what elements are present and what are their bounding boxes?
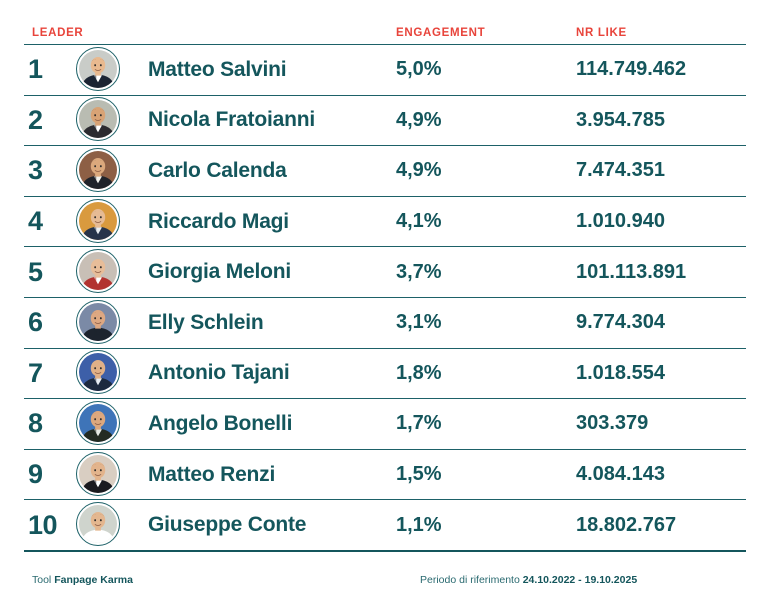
footer-period: Periodo di riferimento 24.10.2022 - 19.1… (420, 574, 637, 586)
row-divider (24, 398, 746, 400)
footer-tool-name: Fanpage Karma (54, 573, 133, 586)
nr-like-value: 18.802.767 (576, 513, 677, 536)
leader-name: Giorgia Meloni (148, 260, 292, 284)
engagement-value: 4,9% (396, 108, 442, 131)
footer-tool: Tool Fanpage Karma (32, 574, 133, 586)
row-divider (24, 145, 746, 147)
engagement-value: 5,0% (396, 58, 442, 81)
footer: Tool Fanpage Karma Periodo di riferiment… (24, 563, 746, 593)
column-header-leader: LEADER (32, 27, 84, 39)
footer-period-value: 24.10.2022 - 19.10.2025 (522, 573, 638, 586)
avatar-elly-schlein (76, 299, 122, 346)
row-divider (24, 94, 746, 96)
nr-like-value: 1.018.554 (576, 361, 665, 384)
table-row[interactable]: 9 Matteo Renzi 1,5% 4.084.143 (24, 450, 746, 500)
row-divider (24, 195, 746, 197)
engagement-value: 1,7% (396, 412, 442, 435)
table-row[interactable]: 10 Giuseppe Conte 1,1% 18.802.767 (24, 500, 746, 550)
nr-like-value: 303.379 (576, 412, 649, 435)
footer-divider (24, 549, 746, 552)
avatar-giuseppe-conte (76, 502, 122, 548)
table-row[interactable]: 1 Matteo Salvini 5,0% 114.749.462 (24, 45, 746, 95)
row-divider (24, 246, 746, 248)
rank-number: 2 (28, 104, 43, 135)
table-row[interactable]: 8 Angelo Bonelli 1,7% 303.379 (24, 399, 746, 449)
nr-like-value: 114.749.462 (576, 58, 687, 81)
rank-number: 5 (28, 256, 43, 287)
footer-period-label: Periodo di riferimento (420, 573, 523, 586)
engagement-value: 1,8% (396, 361, 442, 384)
avatar-matteo-salvini (76, 46, 122, 93)
column-header-nr-like: NR LIKE (576, 27, 627, 39)
rank-number: 6 (28, 307, 43, 338)
rank-number: 8 (28, 408, 43, 439)
avatar-giorgia-meloni (76, 249, 122, 295)
avatar-riccardo-magi (76, 198, 122, 245)
rank-number: 1 (28, 54, 43, 85)
leader-name: Matteo Salvini (148, 57, 287, 81)
nr-like-value: 4.084.143 (576, 463, 665, 486)
avatar-antonio-tajani (76, 350, 122, 396)
rank-number: 4 (28, 206, 43, 237)
rank-number: 3 (28, 155, 43, 186)
engagement-value: 3,7% (396, 260, 442, 283)
leader-name: Elly Schlein (148, 310, 264, 334)
header-divider (24, 44, 746, 45)
leader-name: Carlo Calenda (148, 158, 287, 182)
row-divider (24, 296, 746, 298)
table-header: LEADER ENGAGEMENT NR LIKE (24, 0, 746, 44)
leader-name: Angelo Bonelli (148, 411, 293, 435)
rank-number: 10 (28, 509, 58, 540)
nr-like-value: 101.113.891 (576, 260, 687, 283)
leader-name: Giuseppe Conte (148, 513, 307, 537)
avatar-carlo-calenda (76, 147, 122, 194)
avatar-nicola-fratoianni (76, 97, 122, 143)
avatar-angelo-bonelli (76, 400, 122, 447)
leader-name: Matteo Renzi (148, 462, 276, 486)
engagement-value: 1,5% (396, 463, 442, 486)
leaderboard: LEADER ENGAGEMENT NR LIKE 1 Matteo Salvin… (24, 0, 746, 586)
column-header-engagement: ENGAGEMENT (396, 27, 486, 39)
avatar-matteo-renzi (76, 451, 122, 498)
table-row[interactable]: 4 Riccardo Magi 4,1% 1.010.940 (24, 197, 746, 247)
nr-like-value: 9.774.304 (576, 311, 665, 334)
nr-like-value: 1.010.940 (576, 210, 665, 233)
table-row[interactable]: 3 Carlo Calenda 4,9% 7.474.351 (24, 146, 746, 196)
row-divider (24, 347, 746, 349)
table-row[interactable]: 6 Elly Schlein 3,1% 9.774.304 (24, 298, 746, 348)
table-row[interactable]: 7 Antonio Tajani 1,8% 1.018.554 (24, 349, 746, 399)
leaderboard-rows: 1 Matteo Salvini 5,0% 114.749.462 2 Nicola Fr… (24, 45, 746, 550)
nr-like-value: 7.474.351 (576, 159, 665, 182)
row-divider (24, 448, 746, 450)
leader-name: Nicola Fratoianni (148, 108, 315, 132)
leader-name: Antonio Tajani (148, 361, 290, 385)
row-divider (24, 499, 746, 501)
engagement-value: 4,9% (396, 159, 442, 182)
rank-number: 9 (28, 459, 43, 490)
engagement-value: 1,1% (396, 513, 442, 536)
engagement-value: 3,1% (396, 311, 442, 334)
footer-tool-label: Tool (32, 573, 55, 586)
nr-like-value: 3.954.785 (576, 108, 665, 131)
table-row[interactable]: 2 Nicola Fratoianni 4,9% 3.954.785 (24, 96, 746, 146)
engagement-value: 4,1% (396, 210, 442, 233)
leader-name: Riccardo Magi (148, 209, 289, 233)
rank-number: 7 (28, 357, 43, 388)
table-row[interactable]: 5 Giorgia Meloni 3,7% 101.113.891 (24, 247, 746, 297)
